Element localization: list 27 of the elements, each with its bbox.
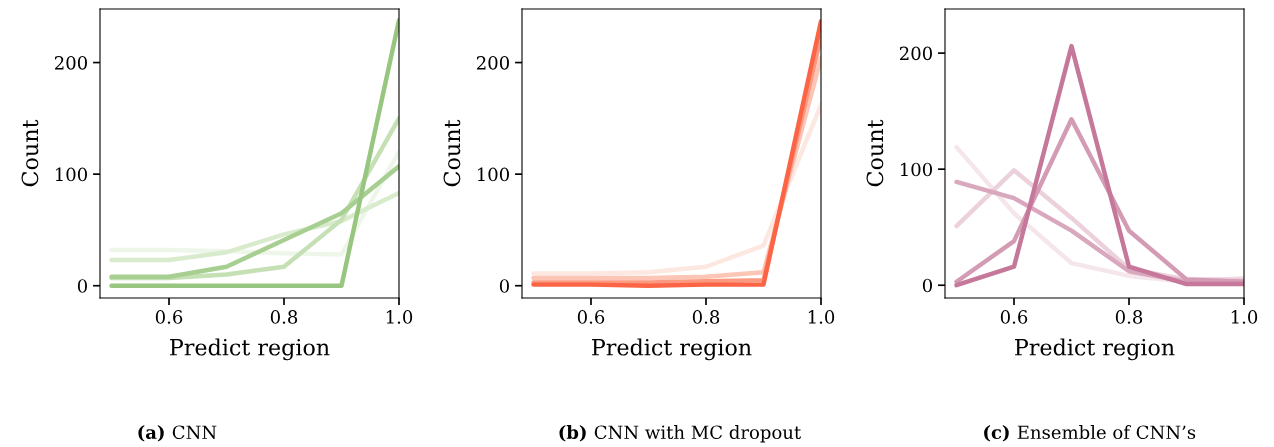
y-tick-label: 0 <box>922 278 932 293</box>
x-tick-label: 0.8 <box>270 310 298 324</box>
y-tick-label: 100 <box>900 162 932 177</box>
y-tick-label: 200 <box>476 56 509 70</box>
text: (b) CNN with MC dropout <box>559 425 802 443</box>
y-tick-label: 0 <box>77 279 87 293</box>
x-axis-title: Predict region <box>1015 338 1175 361</box>
y-axis-title: Count <box>443 119 461 187</box>
y-axis-title: Count <box>866 119 884 187</box>
x-tick-label: 0.8 <box>692 310 720 324</box>
x-tick-label: 1.0 <box>1231 310 1258 324</box>
y-axis-title: Count <box>21 119 39 187</box>
x-tick-label: 1.0 <box>808 310 835 324</box>
x-tick-label: 0.6 <box>1000 310 1028 324</box>
x-axis-title: Predict region <box>170 338 330 361</box>
x-tick-label: 0.8 <box>1115 310 1143 324</box>
y-tick-label: 100 <box>55 167 87 182</box>
y-tick-label: 100 <box>477 167 509 182</box>
x-tick-label: 0.6 <box>577 310 605 324</box>
text: (a) CNN <box>138 425 217 442</box>
x-axis-title: Predict region <box>592 338 752 361</box>
x-tick-label: 0.6 <box>155 310 183 324</box>
text: (c) Ensemble of CNN’s <box>984 425 1196 442</box>
x-tick-label: 1.0 <box>386 310 413 324</box>
y-tick-label: 200 <box>899 46 932 61</box>
y-tick-label: 0 <box>499 279 509 293</box>
y-tick-label: 200 <box>54 56 87 70</box>
